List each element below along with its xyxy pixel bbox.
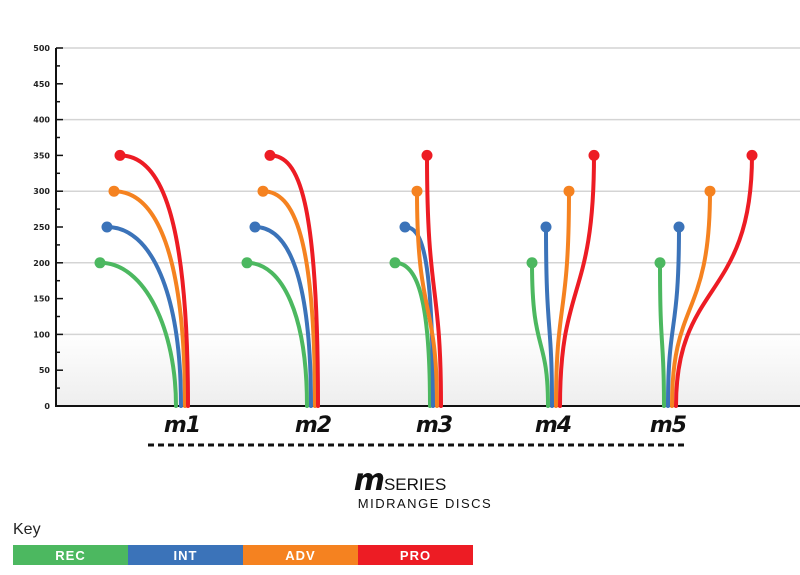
y-tick-label: 450 (33, 80, 50, 89)
logo-mark: m (353, 463, 385, 498)
legend-int: INT (128, 545, 243, 565)
endpoint-m5-adv (704, 185, 716, 197)
series-logo: m SERIES (0, 463, 800, 498)
flight-path-m4-int (544, 225, 554, 408)
endpoint-m3-rec (389, 257, 401, 269)
flight-path-m5-rec (658, 260, 666, 408)
endpoint-m2-rec (241, 257, 253, 269)
endpoint-m5-pro (746, 149, 758, 161)
disc-label-m3: m3 (416, 413, 453, 438)
endpoint-m2-pro (264, 149, 276, 161)
legend: REC INT ADV PRO (13, 545, 473, 565)
endpoint-m4-rec (526, 257, 538, 269)
flight-path-m2-rec (245, 260, 309, 408)
flight-path-m2-adv (261, 189, 317, 408)
logo-word: SERIES (383, 475, 447, 494)
y-tick-label: 100 (33, 330, 50, 339)
flight-path-m5-int (666, 225, 681, 408)
y-tick-label: 0 (44, 402, 50, 411)
flight-path-m1-int (105, 225, 183, 408)
y-tick-label: 400 (33, 116, 50, 125)
flight-path-m4-rec (530, 260, 550, 408)
endpoint-m1-pro (114, 149, 126, 161)
flight-path-m4-adv (554, 189, 571, 408)
flight-path-m2-int (253, 225, 313, 408)
flight-path-m3-adv (415, 189, 439, 408)
endpoint-m2-int (249, 221, 261, 233)
disc-label-m1: m1 (164, 413, 200, 438)
endpoint-m3-adv (411, 185, 423, 197)
subtitle: MIDRANGE DISCS (357, 496, 493, 511)
flight-path-m3-rec (393, 260, 432, 408)
flight-path-m4-pro (558, 153, 596, 408)
endpoint-m3-int (399, 221, 411, 233)
endpoint-m3-pro (421, 149, 433, 161)
endpoint-m5-int (673, 221, 685, 233)
flight-path-m1-pro (118, 153, 190, 408)
flight-chart: 0 50 100 150 200 250 300 350 400 450 500 m1 m2 m3 m4 m… (33, 44, 800, 447)
endpoint-m5-rec (654, 257, 666, 269)
flight-path-m3-int (403, 225, 435, 408)
y-tick-label: 300 (33, 187, 50, 196)
endpoint-m1-adv (108, 185, 120, 197)
flight-path-m5-adv (670, 189, 712, 408)
endpoint-m1-int (101, 221, 113, 233)
disc-label-m4: m4 (535, 413, 571, 438)
disc-label-m5: m5 (650, 413, 687, 438)
endpoint-m2-adv (257, 185, 269, 197)
y-tick-label: 500 (33, 44, 50, 53)
y-tick-label: 350 (33, 151, 50, 160)
flight-path-m1-rec (98, 260, 178, 408)
disc-label-m2: m2 (295, 413, 332, 438)
y-tick-label: 150 (33, 295, 50, 304)
flight-path-m5-pro (674, 153, 754, 408)
endpoint-m4-adv (563, 185, 575, 197)
endpoint-m4-pro (588, 149, 600, 161)
y-tick-label: 250 (33, 223, 50, 232)
legend-pro: PRO (358, 545, 473, 565)
endpoint-m1-rec (94, 257, 106, 269)
key-title: Key (13, 521, 41, 538)
flight-path-m2-pro (268, 153, 320, 408)
legend-adv: ADV (243, 545, 358, 565)
y-tick-label: 50 (39, 366, 51, 375)
flight-path-m1-adv (112, 189, 187, 408)
y-tick-label: 200 (33, 259, 50, 268)
endpoint-m4-int (540, 221, 552, 233)
legend-rec: REC (13, 545, 128, 565)
flight-path-m3-pro (425, 153, 443, 408)
